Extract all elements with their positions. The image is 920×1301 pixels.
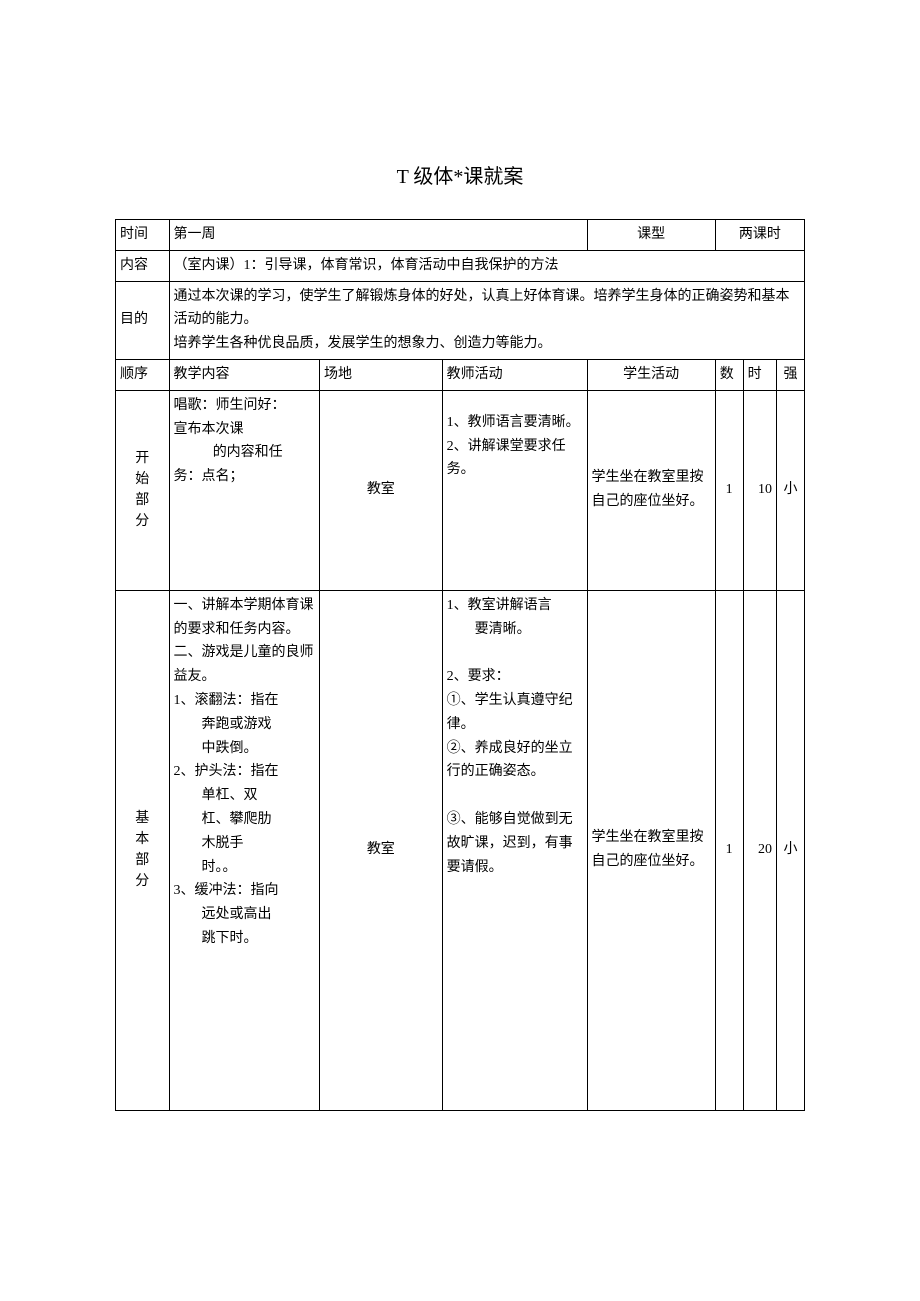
basic-content-l3c: 中跌倒。 — [174, 741, 258, 756]
time-value: 第一周 — [169, 220, 587, 251]
basic-time: 20 — [743, 590, 776, 1110]
start-teacher: 1、教师语言要清晰。 2、讲解课堂要求任务。 — [442, 390, 587, 590]
basic-venue: 教室 — [320, 590, 443, 1110]
start-content-l3: 的内容和任 — [174, 445, 283, 460]
start-label: 开 始 部 分 — [116, 390, 170, 590]
goal-label: 目的 — [116, 281, 170, 359]
start-teacher-l2: 2、讲解课堂要求任务。 — [447, 439, 566, 478]
type-label: 课型 — [587, 220, 715, 251]
start-teacher-l1: 1、教师语言要清晰。 — [447, 415, 580, 430]
document-title: T 级体*课就案 — [115, 160, 805, 189]
lesson-plan-table: 时间 第一周 课型 两课时 内容 （室内课）1：引导课，体育常识，体育活动中自我… — [115, 219, 805, 1111]
basic-content-l3b: 奔跑或游戏 — [174, 717, 272, 732]
col-student: 学生活动 — [587, 359, 715, 390]
basic-content-l5c: 跳下时。 — [174, 931, 258, 946]
col-time: 时 — [743, 359, 776, 390]
start-content-l2: 宣布本次课 — [174, 422, 244, 437]
start-venue: 教室 — [320, 390, 443, 590]
time-row: 时间 第一周 课型 两课时 — [116, 220, 805, 251]
basic-content: 一、讲解本学期体育课的要求和任务内容。 二、游戏是儿童的良师益友。 1、滚翻法：… — [169, 590, 320, 1110]
basic-content-l4c: 杠、攀爬肋 — [174, 812, 272, 827]
start-section-row: 开 始 部 分 唱歌：师生问好： 宣布本次课 的内容和任 务：点名； 教室 1、… — [116, 390, 805, 590]
start-content-l4: 务：点名； — [174, 469, 244, 484]
col-content: 教学内容 — [169, 359, 320, 390]
basic-teacher-l3: ①、学生认真遵守纪律。 — [447, 693, 573, 732]
goal-line2: 培养学生各种优良品质，发展学生的想象力、创造力等能力。 — [174, 336, 552, 351]
basic-teacher-l1b: 要清晰。 — [447, 622, 531, 637]
basic-content-l4b: 单杠、双 — [174, 788, 258, 803]
basic-content-l2: 二、游戏是儿童的良师益友。 — [174, 645, 314, 684]
col-count: 数 — [715, 359, 743, 390]
basic-student: 学生坐在教室里按自己的座位坐好。 — [587, 590, 715, 1110]
basic-teacher-l2: 2、要求： — [447, 669, 510, 684]
basic-content-l1: 一、讲解本学期体育课的要求和任务内容。 — [174, 598, 314, 637]
content-row: 内容 （室内课）1：引导课，体育常识，体育活动中自我保护的方法 — [116, 250, 805, 281]
type-value: 两课时 — [715, 220, 804, 251]
start-intensity: 小 — [777, 390, 805, 590]
basic-content-l5b: 远处或高出 — [174, 907, 272, 922]
col-order: 顺序 — [116, 359, 170, 390]
content-label: 内容 — [116, 250, 170, 281]
basic-intensity: 小 — [777, 590, 805, 1110]
start-content: 唱歌：师生问好： 宣布本次课 的内容和任 务：点名； — [169, 390, 320, 590]
goal-value: 通过本次课的学习，使学生了解锻炼身体的好处，认真上好体育课。培养学生身体的正确姿… — [169, 281, 805, 359]
column-header-row: 顺序 教学内容 场地 教师活动 学生活动 数 时 强 — [116, 359, 805, 390]
basic-label: 基 本 部 分 — [116, 590, 170, 1110]
basic-teacher-l5: ③、能够自觉做到无故旷课，迟到，有事要请假。 — [447, 812, 573, 875]
col-teacher: 教师活动 — [442, 359, 587, 390]
start-time: 10 — [743, 390, 776, 590]
col-intensity: 强 — [777, 359, 805, 390]
goal-line1: 通过本次课的学习，使学生了解锻炼身体的好处，认真上好体育课。培养学生身体的正确姿… — [174, 289, 790, 328]
col-venue: 场地 — [320, 359, 443, 390]
basic-content-l5: 3、缓冲法：指向 — [174, 883, 279, 898]
basic-section-row: 基 本 部 分 一、讲解本学期体育课的要求和任务内容。 二、游戏是儿童的良师益友… — [116, 590, 805, 1110]
content-value: （室内课）1：引导课，体育常识，体育活动中自我保护的方法 — [169, 250, 805, 281]
basic-count: 1 — [715, 590, 743, 1110]
basic-content-l4d: 木脱手 — [174, 836, 244, 851]
time-label: 时间 — [116, 220, 170, 251]
start-student: 学生坐在教室里按自己的座位坐好。 — [587, 390, 715, 590]
basic-content-l4e: 时。。 — [174, 860, 237, 875]
basic-content-l3: 1、滚翻法：指在 — [174, 693, 279, 708]
basic-content-l4: 2、护头法：指在 — [174, 764, 279, 779]
start-content-l1: 唱歌：师生问好： — [174, 398, 286, 413]
basic-teacher-l1: 1、教室讲解语言 — [447, 598, 552, 613]
goal-row: 目的 通过本次课的学习，使学生了解锻炼身体的好处，认真上好体育课。培养学生身体的… — [116, 281, 805, 359]
basic-teacher-l4: ②、养成良好的坐立行的正确姿态。 — [447, 741, 573, 780]
basic-teacher: 1、教室讲解语言 要清晰。 2、要求： ①、学生认真遵守纪律。 ②、养成良好的坐… — [442, 590, 587, 1110]
start-count: 1 — [715, 390, 743, 590]
